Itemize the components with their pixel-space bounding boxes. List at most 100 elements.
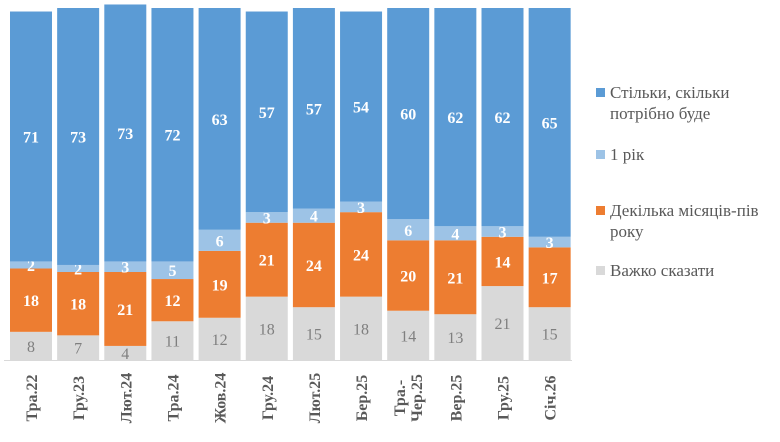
legend-item-one-year: 1 рік bbox=[596, 144, 644, 165]
bar-segment bbox=[245, 222, 288, 297]
legend-item-as-long-as-needed: Стільки, скільки потрібно буде bbox=[596, 82, 780, 124]
data-label: 4 bbox=[310, 209, 318, 226]
bar-segment bbox=[198, 229, 241, 251]
bar-segment bbox=[292, 8, 335, 209]
data-label: 57 bbox=[306, 101, 322, 118]
bar-segment bbox=[528, 236, 571, 248]
data-label: 20 bbox=[400, 269, 416, 286]
x-tick-label: Лют.25 bbox=[307, 373, 324, 424]
legend-item-hard-to-say: Важко сказати bbox=[596, 260, 714, 281]
x-tick-label: Гру.24 bbox=[260, 376, 277, 420]
legend-label: Стільки, скільки потрібно буде bbox=[610, 83, 730, 123]
x-tick-label: Січ.26 bbox=[543, 375, 560, 420]
data-label: 72 bbox=[164, 128, 180, 145]
data-label: 4 bbox=[121, 346, 129, 363]
bar-segment bbox=[292, 307, 335, 360]
bar-segment bbox=[481, 236, 524, 287]
bar-segment bbox=[528, 307, 571, 360]
bar-segment bbox=[387, 240, 430, 311]
data-label: 18 bbox=[353, 321, 369, 338]
x-tick-label: Тра.22 bbox=[24, 375, 41, 422]
bar-segment bbox=[57, 272, 100, 336]
bar-segment bbox=[198, 317, 241, 360]
bar-segment bbox=[387, 219, 430, 241]
data-label: 2 bbox=[27, 258, 35, 275]
data-label: 8 bbox=[27, 339, 35, 356]
data-label: 6 bbox=[216, 233, 224, 250]
bar-segment bbox=[10, 261, 52, 269]
bar-segment bbox=[245, 11, 288, 213]
data-label: 18 bbox=[70, 297, 86, 314]
legend-swatch bbox=[596, 88, 605, 97]
bar-segment bbox=[151, 321, 194, 360]
x-tick-label: Лют.24 bbox=[118, 373, 135, 424]
legend-swatch bbox=[596, 206, 605, 215]
data-label: 21 bbox=[117, 302, 133, 319]
data-label: 14 bbox=[400, 328, 416, 345]
data-label: 54 bbox=[353, 100, 369, 117]
data-label: 24 bbox=[306, 258, 322, 275]
data-label: 71 bbox=[23, 129, 39, 146]
bar-segment bbox=[528, 247, 571, 308]
bar-segment bbox=[434, 314, 477, 360]
data-label: 13 bbox=[447, 330, 463, 347]
x-tick-label: Гру.23 bbox=[71, 376, 88, 420]
bar-segment bbox=[57, 264, 100, 272]
x-tick-label: Тра.24 bbox=[165, 375, 182, 422]
data-label: 3 bbox=[263, 210, 271, 227]
data-label: 57 bbox=[259, 105, 275, 122]
data-label: 14 bbox=[495, 254, 511, 271]
data-label: 3 bbox=[121, 260, 129, 277]
bar-segment bbox=[340, 201, 383, 213]
data-label: 7 bbox=[74, 341, 82, 358]
bar-segment bbox=[57, 335, 100, 360]
data-label: 4 bbox=[451, 226, 459, 243]
x-tick-label: Вер.25 bbox=[448, 375, 465, 422]
bar-segment bbox=[434, 226, 477, 241]
legend-swatch bbox=[596, 150, 605, 159]
bar-segment bbox=[340, 296, 383, 360]
data-label: 3 bbox=[357, 200, 365, 217]
legend-label: 1 рік bbox=[610, 145, 645, 164]
bar-segment bbox=[292, 208, 335, 223]
bar-segment bbox=[481, 226, 524, 237]
bar-segment bbox=[57, 8, 100, 265]
bar-segment bbox=[198, 250, 241, 318]
data-label: 21 bbox=[495, 316, 511, 333]
data-label: 73 bbox=[117, 126, 133, 143]
bar-segment bbox=[245, 296, 288, 360]
bar-segment bbox=[198, 8, 241, 230]
bar-segment bbox=[528, 8, 571, 237]
x-tick-label: Гру.25 bbox=[496, 376, 513, 420]
bar-segment bbox=[387, 8, 430, 220]
bar-segment bbox=[481, 8, 524, 227]
bar-segment bbox=[104, 272, 147, 346]
x-tick-label: Жов.24 bbox=[213, 373, 230, 424]
data-label: 18 bbox=[23, 293, 39, 310]
data-label: 12 bbox=[164, 293, 180, 310]
bar-segment bbox=[151, 261, 194, 280]
bar-segment bbox=[387, 310, 430, 360]
data-label: 3 bbox=[499, 225, 507, 242]
legend-label: Декілька місяців-пів року bbox=[610, 201, 759, 241]
bar-segment bbox=[151, 8, 194, 262]
data-label: 60 bbox=[400, 107, 416, 124]
bar-segment bbox=[10, 331, 52, 360]
data-label: 21 bbox=[447, 270, 463, 287]
data-label: 15 bbox=[542, 327, 558, 344]
bar-segment bbox=[434, 8, 477, 227]
x-tick-label: Тра.-Чер.25 bbox=[392, 374, 426, 422]
data-label: 17 bbox=[542, 270, 558, 287]
bar-segment bbox=[104, 345, 147, 360]
data-label: 19 bbox=[212, 277, 228, 294]
legend-label: Важко сказати bbox=[610, 261, 715, 280]
bar-segment bbox=[340, 212, 383, 297]
bar-segment bbox=[104, 261, 147, 272]
bar-segment bbox=[151, 279, 194, 322]
data-label: 2 bbox=[74, 261, 82, 278]
bar-segment bbox=[292, 222, 335, 308]
legend-item-few-months: Декілька місяців-пів року bbox=[596, 200, 780, 242]
bar-segment bbox=[104, 4, 147, 262]
bar-segment bbox=[10, 268, 52, 332]
